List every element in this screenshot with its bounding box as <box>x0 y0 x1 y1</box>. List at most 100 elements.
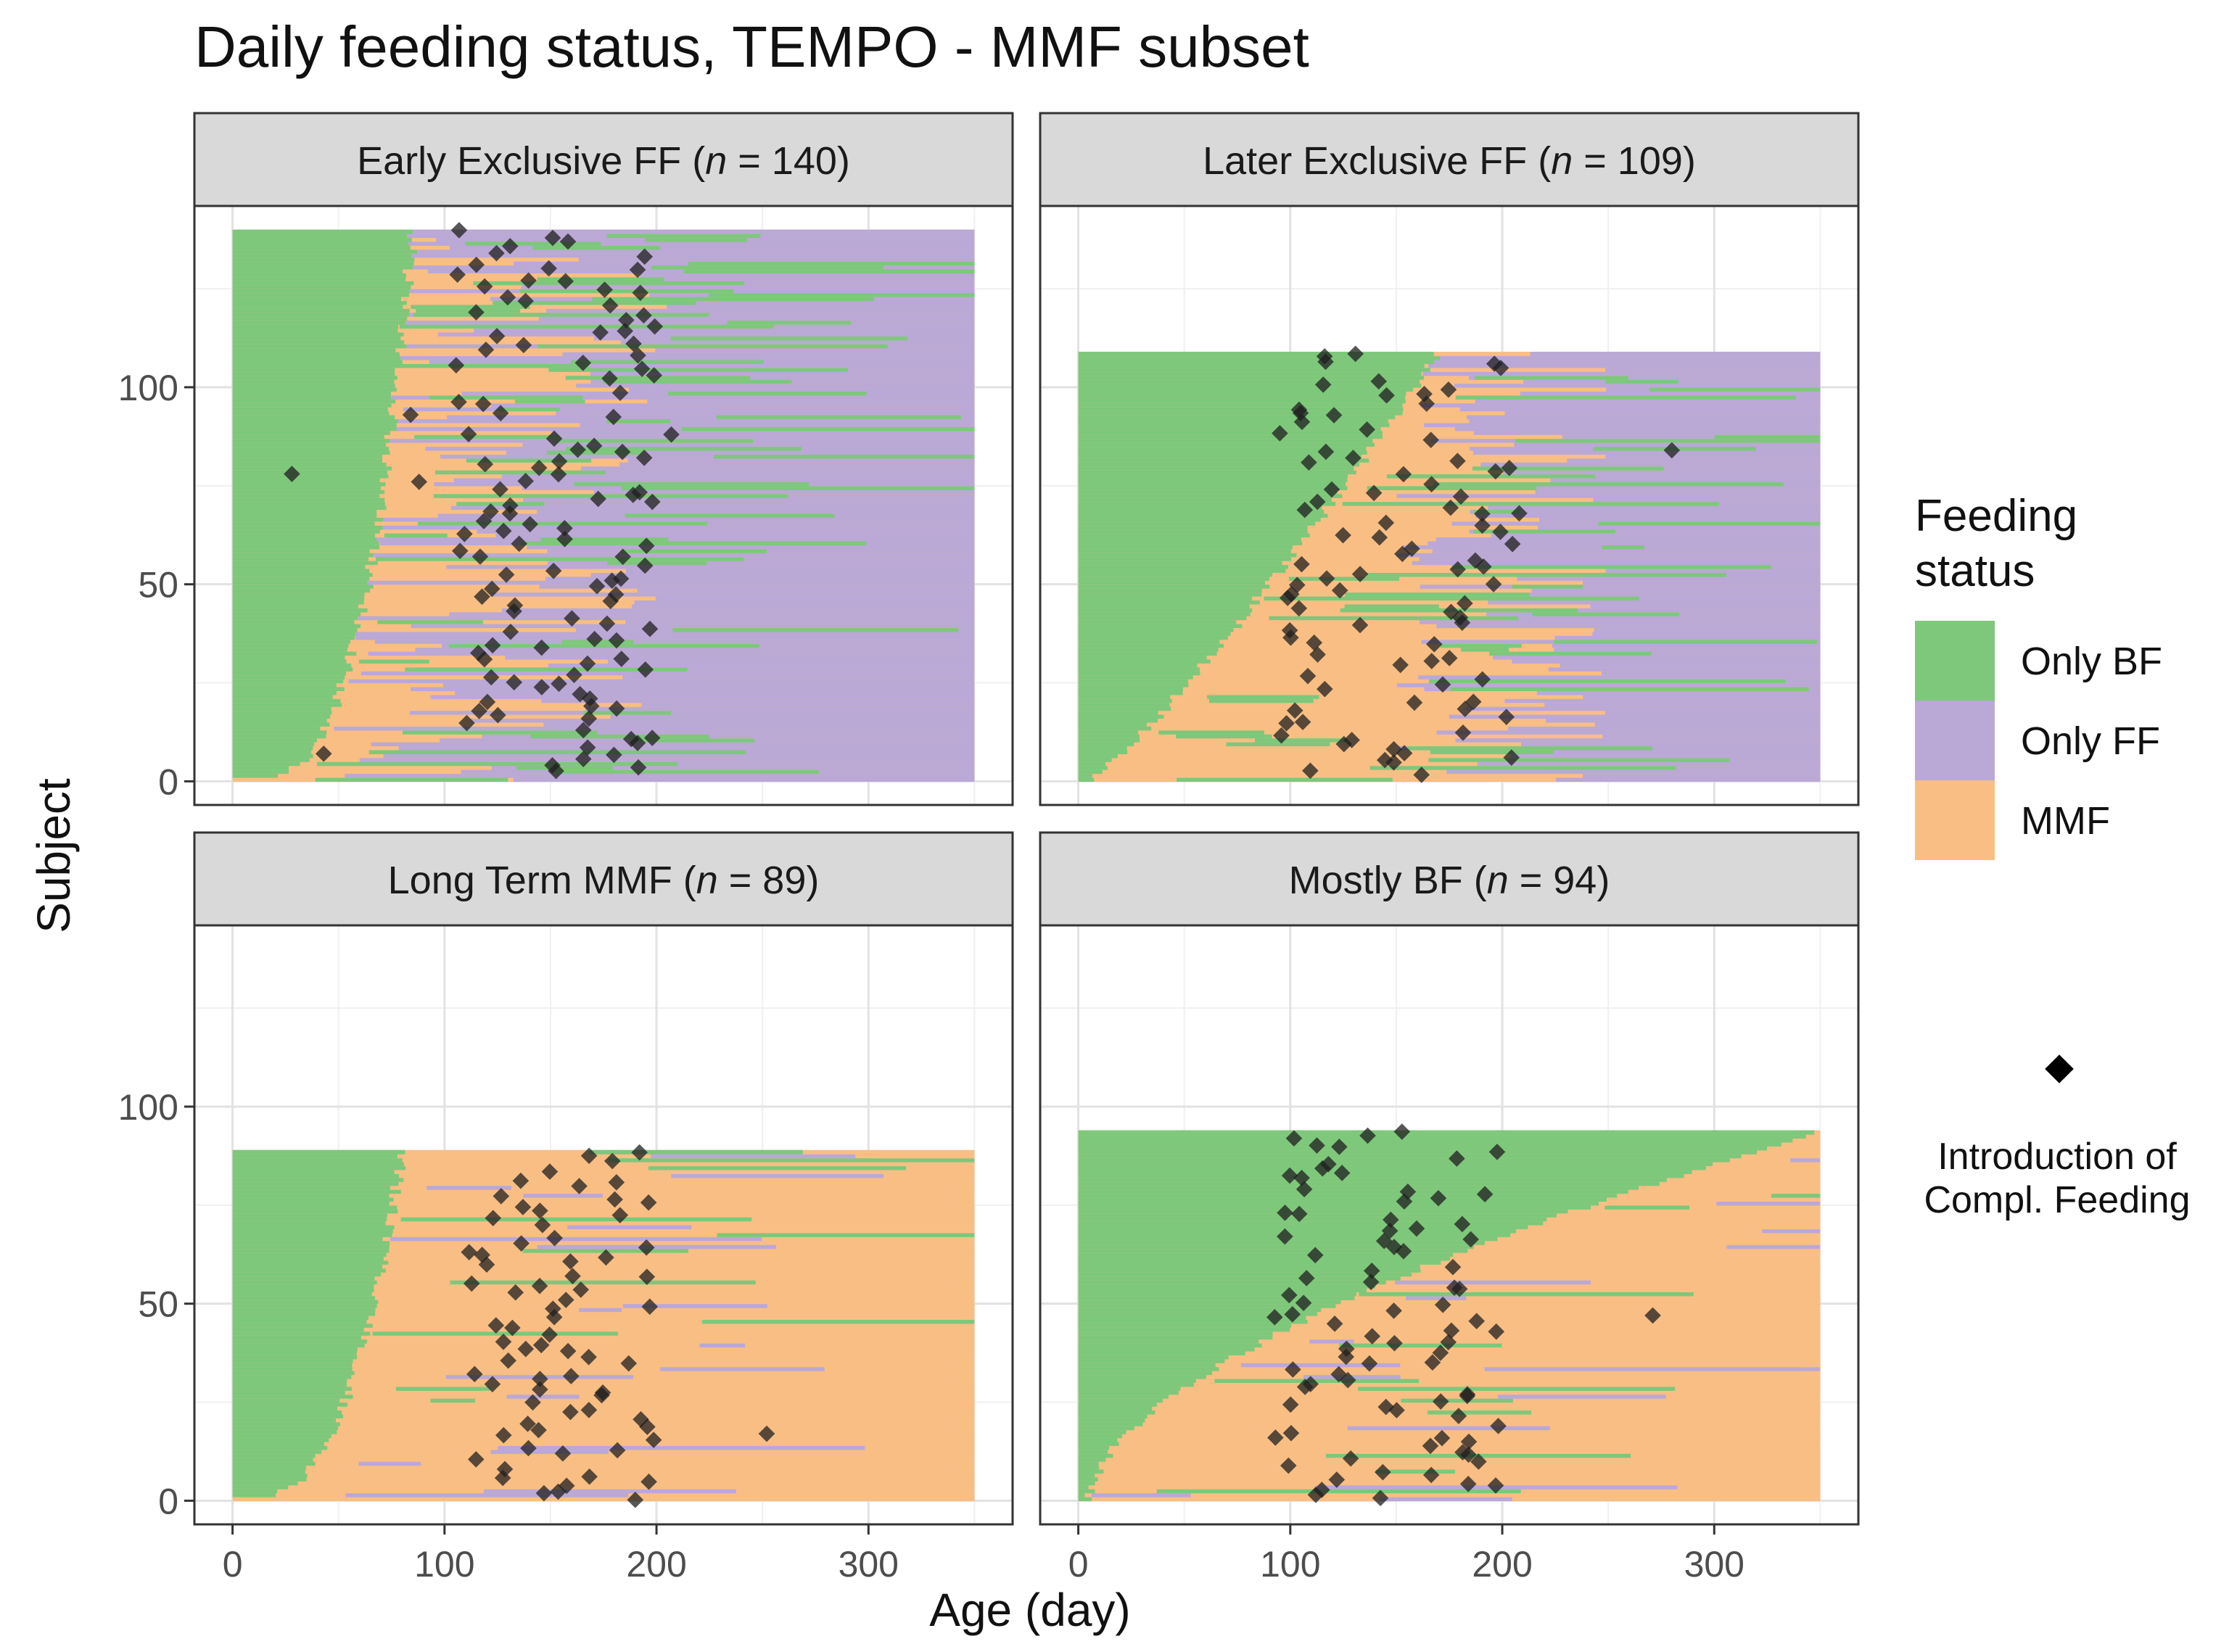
segment-only-bf <box>1078 1149 1758 1155</box>
segment-only-bf <box>232 611 361 616</box>
cf-point <box>411 474 428 490</box>
segment-mmf <box>1078 533 1821 538</box>
segment-only-bf <box>232 1386 352 1391</box>
segment-stripe <box>1428 757 1730 762</box>
segment-only-bf <box>232 1201 390 1206</box>
segment-mmf <box>232 1343 975 1348</box>
subject-row <box>232 245 975 250</box>
segment-mmf <box>232 462 975 467</box>
subject-row <box>232 344 975 349</box>
cf-point <box>515 336 532 354</box>
segment-only-bf <box>232 450 390 455</box>
segment-only-bf <box>1078 1374 1206 1379</box>
segment-final <box>1605 568 1821 573</box>
cf-point <box>450 393 467 410</box>
segment-stripe <box>372 1331 619 1336</box>
segment-mmf <box>232 1347 975 1352</box>
subject-row <box>232 1213 975 1218</box>
subject-row <box>1078 418 1821 424</box>
cf-point <box>556 530 573 548</box>
segment-mmf <box>1078 1308 1821 1313</box>
segment-only-bf <box>1078 1457 1106 1462</box>
segment-stripe <box>589 1149 803 1155</box>
segment-only-bf <box>1078 1248 1468 1253</box>
segment-stripe <box>1264 595 1639 601</box>
cf-point <box>579 655 596 672</box>
segment-stripe <box>1649 387 1821 392</box>
cf-point <box>1454 1215 1471 1233</box>
segment-only-bf <box>1078 1221 1544 1226</box>
segment-stripe <box>358 1461 421 1466</box>
subject-row <box>232 474 975 479</box>
segment-mmf <box>1078 1371 1821 1376</box>
subject-row <box>232 548 975 553</box>
cf-point <box>614 443 631 461</box>
segment-only-bf <box>232 485 381 490</box>
segment-stripe <box>1598 521 1821 526</box>
segment-only-bf <box>232 1319 367 1324</box>
subject-row <box>232 1378 975 1383</box>
segment-stripe <box>448 643 759 648</box>
segment-only-bf <box>232 331 404 336</box>
subject-row <box>232 1308 975 1313</box>
segment-stripe <box>359 658 429 664</box>
segment-final <box>889 1173 975 1178</box>
cf-point <box>504 1319 521 1337</box>
segment-stripe <box>1515 438 1821 443</box>
subject-row <box>232 1331 975 1336</box>
segment-final <box>1717 1434 1821 1439</box>
x-axis-title: Age (day) <box>929 1584 1130 1636</box>
segment-only-bf <box>1078 352 1434 357</box>
segment-only-bf <box>232 706 331 711</box>
segment-only-bf <box>232 517 384 522</box>
segment-stripe <box>1288 576 1400 581</box>
segment-final <box>1502 749 1821 754</box>
segment-stripe <box>1358 1386 1676 1391</box>
cf-point <box>1443 603 1459 621</box>
facet-strip <box>193 112 1014 207</box>
segment-only-bf <box>232 1405 337 1411</box>
segment-final <box>1521 742 1821 747</box>
cf-point <box>640 1194 657 1211</box>
segment-stripe <box>433 493 788 498</box>
segment-stripe <box>1208 698 1314 703</box>
subject-row <box>232 643 975 648</box>
cf-point <box>1446 1279 1463 1296</box>
segment-final <box>442 682 975 687</box>
segment-only-bf <box>1078 540 1303 545</box>
segment-mmf <box>232 1292 975 1297</box>
subject-row <box>232 387 975 392</box>
segment-final <box>1786 1378 1821 1383</box>
cf-point <box>1467 552 1484 569</box>
segment-only-bf <box>1078 631 1231 636</box>
segment-only-bf <box>1078 1228 1516 1234</box>
segment-mmf <box>1078 454 1821 459</box>
segment-stripe <box>395 1386 490 1391</box>
subject-row <box>1078 1358 1821 1363</box>
cf-point <box>1498 709 1515 725</box>
segment-only-bf <box>1078 1268 1421 1273</box>
cf-point <box>1430 1189 1447 1207</box>
segment-only-bf <box>232 241 408 246</box>
subject-row <box>232 347 975 352</box>
segment-stripe <box>630 738 754 743</box>
segment-only-bf <box>232 391 391 396</box>
segment-only-bf <box>1078 501 1336 506</box>
segment-stripe <box>567 1225 692 1230</box>
segment-only-bf <box>1078 624 1243 629</box>
segment-final <box>948 1402 975 1407</box>
segment-final <box>1562 434 1821 439</box>
subject-row <box>1078 477 1821 482</box>
subject-row <box>1078 355 1821 360</box>
segment-final <box>596 276 975 281</box>
segment-mmf <box>1078 1366 1821 1371</box>
segment-stripe <box>671 1173 884 1178</box>
segment-stripe <box>1433 482 1784 487</box>
segment-only-bf <box>1078 1481 1095 1486</box>
segment-final <box>894 1410 975 1415</box>
segment-only-bf <box>1078 1335 1273 1340</box>
segment-only-bf <box>1078 1319 1308 1324</box>
segment-stripe <box>620 548 767 553</box>
segment-only-bf <box>232 324 398 329</box>
segment-mmf <box>232 1165 975 1170</box>
